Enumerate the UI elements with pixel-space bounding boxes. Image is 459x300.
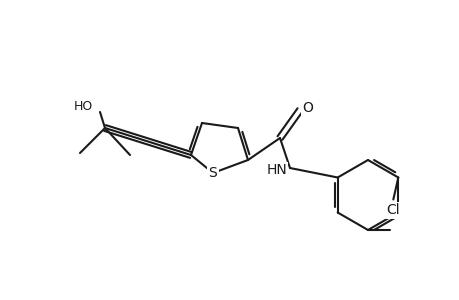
- Text: O: O: [302, 101, 312, 115]
- Text: S: S: [208, 166, 217, 180]
- Text: HO: HO: [73, 100, 93, 113]
- Text: HN: HN: [266, 163, 286, 177]
- Text: Cl: Cl: [386, 203, 399, 218]
